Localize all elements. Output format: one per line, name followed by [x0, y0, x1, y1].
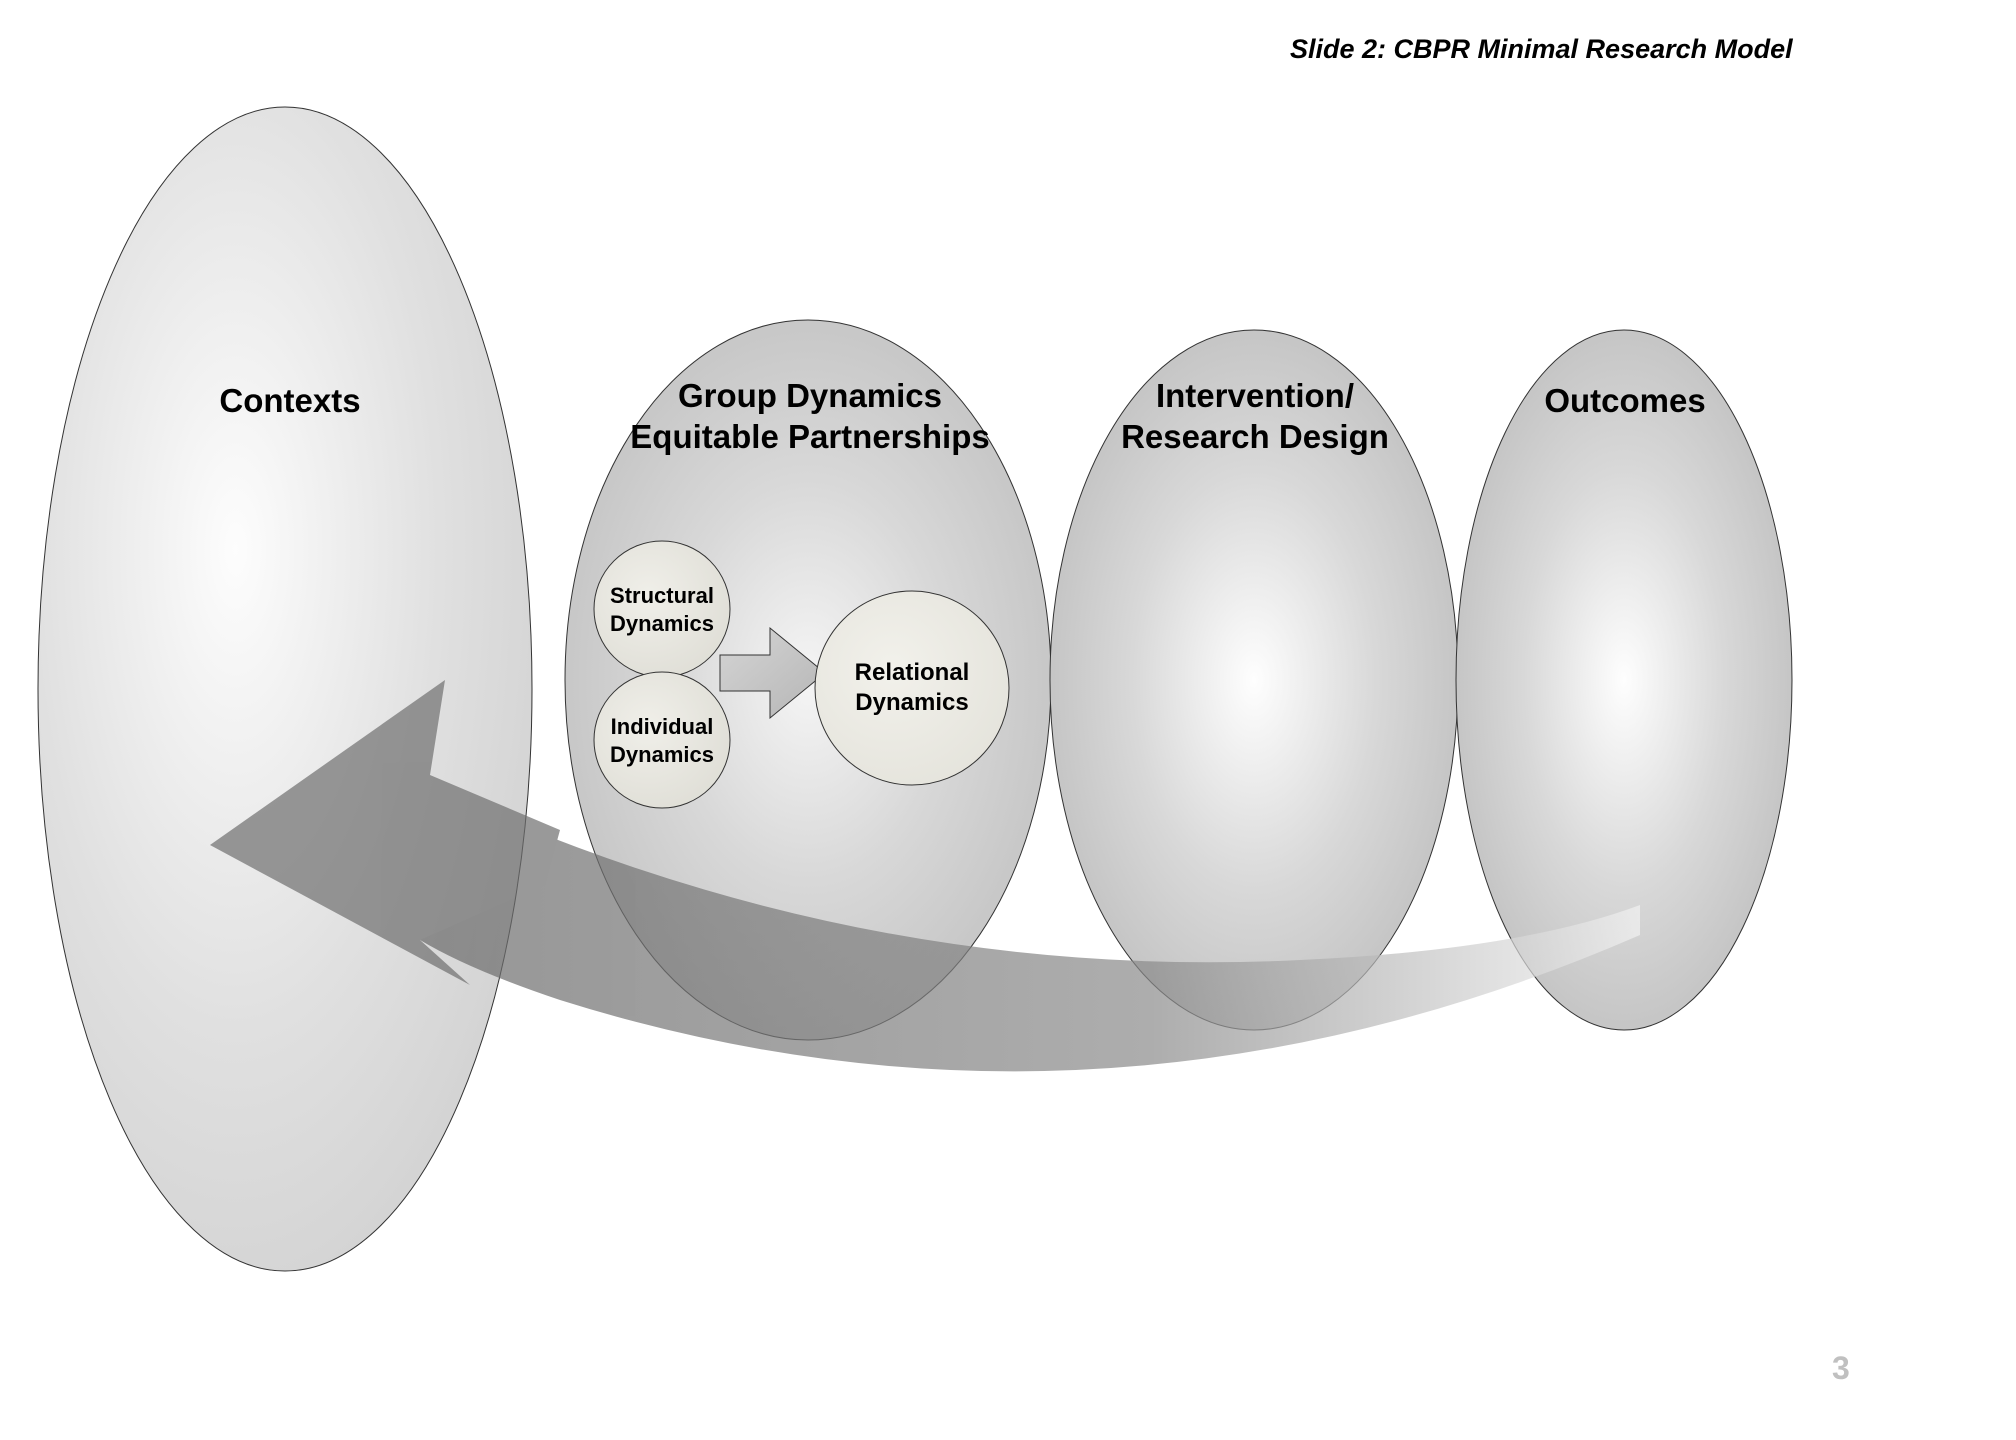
page-number: 3	[1832, 1350, 1850, 1387]
label-group-dynamics: Group Dynamics Equitable Partnerships	[620, 375, 1000, 458]
label-outcomes: Outcomes	[1540, 380, 1710, 421]
label-contexts: Contexts	[190, 380, 390, 421]
diagram-canvas: Slide 2: CBPR Minimal Research Model	[0, 0, 2016, 1440]
feedback-arrow	[210, 680, 1640, 1071]
ellipses-layer	[0, 0, 2016, 1440]
ellipse-contexts	[38, 107, 532, 1271]
slide-title: Slide 2: CBPR Minimal Research Model	[1290, 34, 1793, 65]
small-arrow	[720, 628, 825, 718]
label-structural-dynamics: Structural Dynamics	[602, 582, 722, 637]
label-intervention: Intervention/ Research Design	[1100, 375, 1410, 458]
ellipse-outcomes	[1456, 330, 1792, 1030]
label-individual-dynamics: Individual Dynamics	[602, 713, 722, 768]
label-relational-dynamics: Relational Dynamics	[832, 658, 992, 718]
